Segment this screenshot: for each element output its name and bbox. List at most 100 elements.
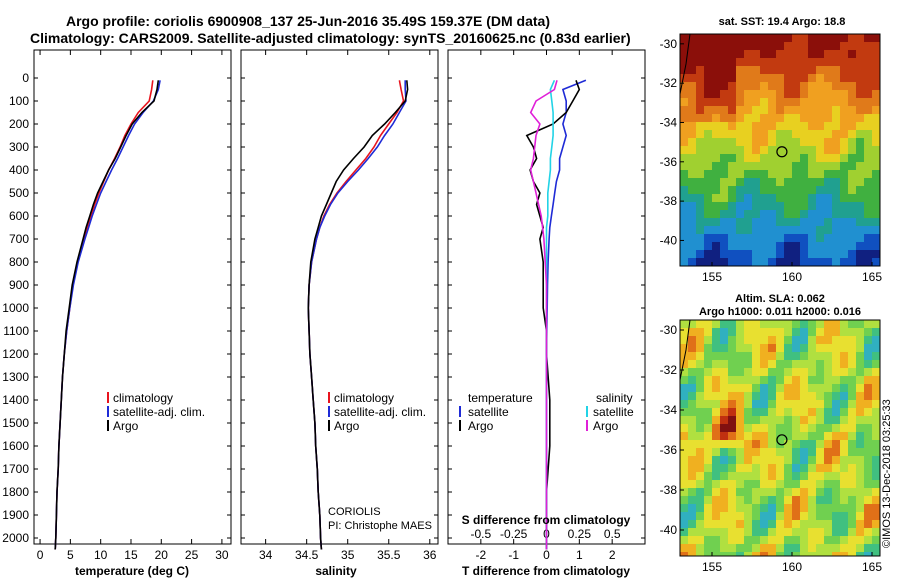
difference-xlabel: T difference from climatology	[462, 564, 630, 578]
x-tick-label: 20	[155, 548, 169, 562]
sla-map-cell	[832, 376, 840, 384]
sla-map-cell	[752, 424, 760, 432]
sst-map-cell	[808, 98, 816, 106]
sst-map-cell	[864, 226, 872, 234]
sst-map-cell	[856, 106, 864, 114]
sst-map-cell	[728, 34, 736, 42]
sla-map-cell	[760, 544, 768, 552]
sla-map-cell	[784, 496, 792, 504]
sla-map-cell	[816, 432, 824, 440]
sst-map-cell	[816, 154, 824, 162]
sla-map-cell	[736, 504, 744, 512]
sla-map-cell	[704, 392, 712, 400]
sst-map-cell	[712, 218, 720, 226]
sst-map-cell	[816, 250, 824, 258]
sla-map-cell	[864, 400, 872, 408]
sla-map-cell	[760, 536, 768, 544]
sla-map-cell	[816, 384, 824, 392]
sst-map-cell	[760, 146, 768, 154]
sst-map-cell	[872, 242, 880, 250]
sla-map-cell	[712, 544, 720, 552]
sst-map-cell	[872, 82, 880, 90]
sst-map-cell	[848, 42, 856, 50]
sst-map-cell	[824, 138, 832, 146]
sst-map-cell	[824, 242, 832, 250]
sla-map-cell	[816, 552, 824, 556]
sst-map-cell	[840, 250, 848, 258]
map-lon-tick-label: 160	[782, 560, 802, 574]
sst-map-cell	[840, 218, 848, 226]
sst-map-cell	[704, 178, 712, 186]
sla-map-cell	[736, 480, 744, 488]
sst-map-cell	[728, 242, 736, 250]
sla-map-cell	[864, 504, 872, 512]
sst-map-cell	[832, 258, 840, 266]
sst-map-cell	[784, 226, 792, 234]
sla-map-cell	[720, 400, 728, 408]
sla-map-cell	[856, 424, 864, 432]
sla-map-cell	[720, 472, 728, 480]
sst-map-cell	[688, 98, 696, 106]
sst-map-cell	[688, 146, 696, 154]
sst-map-cell	[808, 106, 816, 114]
sla-map-cell	[800, 456, 808, 464]
sst-map-cell	[848, 170, 856, 178]
sla-map-cell	[688, 424, 696, 432]
sla-map-cell	[872, 344, 880, 352]
sst-map-cell	[792, 202, 800, 210]
sla-map-cell	[712, 488, 720, 496]
sst-map-cell	[704, 154, 712, 162]
sst-map-cell	[816, 138, 824, 146]
sst-map-cell	[768, 162, 776, 170]
sla-map-cell	[760, 440, 768, 448]
sla-map-cell	[768, 520, 776, 528]
sla-map-cell	[792, 464, 800, 472]
sst-map-cell	[720, 242, 728, 250]
sst-map-cell	[752, 66, 760, 74]
sla-map-cell	[760, 448, 768, 456]
sst-map-cell	[776, 210, 784, 218]
sst-map-cell	[800, 202, 808, 210]
sst-map-cell	[872, 90, 880, 98]
sla-map-cell	[728, 328, 736, 336]
sla-map-cell	[848, 472, 856, 480]
sst-map-cell	[720, 146, 728, 154]
sst-map-cell	[800, 210, 808, 218]
sst-map-cell	[856, 202, 864, 210]
sla-map-cell	[696, 360, 704, 368]
sla-map-cell	[728, 440, 736, 448]
sla-map-cell	[848, 496, 856, 504]
sst-map-cell	[784, 170, 792, 178]
sla-map-frame	[679, 319, 881, 557]
sst-map-cell	[840, 66, 848, 74]
sla-map-cell	[768, 432, 776, 440]
sla-map-cell	[720, 384, 728, 392]
sla-map-cell	[800, 536, 808, 544]
sla-map-cell	[824, 552, 832, 556]
sst-map-cell	[728, 90, 736, 98]
sst-map-cell	[768, 130, 776, 138]
map-lat-tick-label: -32	[660, 76, 678, 90]
sla-map-cell	[720, 464, 728, 472]
sst-map-cell	[712, 194, 720, 202]
sst-map-cell	[704, 242, 712, 250]
sst-map-cell	[704, 194, 712, 202]
sst-map-cell	[712, 106, 720, 114]
sla-map-cell	[736, 320, 744, 328]
sla-map-cell	[872, 376, 880, 384]
sst-map-cell	[872, 202, 880, 210]
sst-map-cell	[792, 242, 800, 250]
sla-map-cell	[712, 384, 720, 392]
sst-map-cell	[704, 162, 712, 170]
sla-map-cell	[800, 504, 808, 512]
sst-map-cell	[816, 114, 824, 122]
sst-map-cell	[680, 250, 688, 258]
sst-map-cell	[712, 90, 720, 98]
sla-map-cell	[864, 424, 872, 432]
sst-map-cell	[760, 74, 768, 82]
sla-map-cell	[856, 408, 864, 416]
sla-map-cell	[800, 376, 808, 384]
sla-map-cell	[680, 424, 688, 432]
sla-map-cell	[824, 528, 832, 536]
sla-map-cell	[848, 456, 856, 464]
